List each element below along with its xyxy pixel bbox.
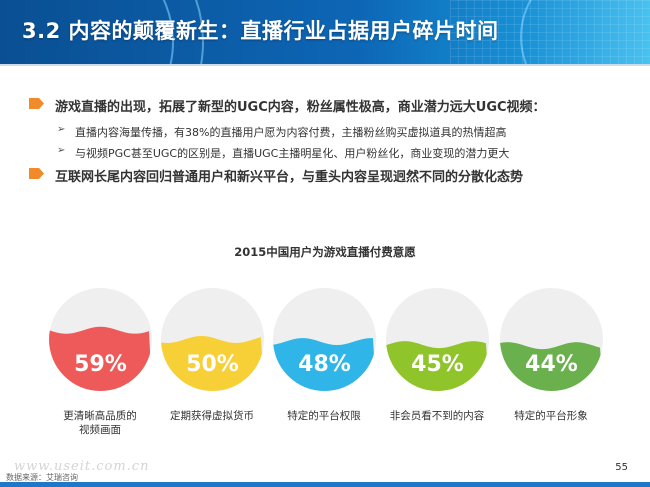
bullet-marker-icon [29, 168, 44, 179]
sub-bullet-text: 直播内容海量传播，有38%的直播用户愿为内容付费，主播粉丝购买虚拟道具的热情超高 [75, 126, 507, 139]
bubble-fill [273, 338, 376, 391]
sub-bullet-text: 与视频PGC甚至UGC的区别是，直播UGC主播明星化、用户粉丝化，商业变现的潜力… [75, 147, 510, 160]
bubble-bar: 44% [500, 288, 603, 391]
bubble-bar: 59% [49, 288, 152, 391]
header-banner: 3.2 内容的颠覆新生：直播行业占据用户碎片时间 [0, 0, 650, 64]
footer-bar [0, 482, 650, 487]
bubble-bar: 50% [161, 288, 264, 391]
value-label: 44% [525, 352, 578, 377]
bubble-fill [161, 336, 264, 391]
bubble-fill [386, 341, 489, 391]
bullet-text: 游戏直播的出现，拓展了新型的UGC内容，粉丝属性极高，商业潜力远大UGC视频： [55, 100, 546, 115]
chart-title: 2015中国用户为游戏直播付费意愿 [234, 245, 416, 259]
watermark: www.useit.com.cn [14, 459, 150, 474]
bubble-fill [49, 326, 152, 391]
bubble-fill [500, 342, 603, 391]
page-number: 55 [615, 462, 628, 473]
value-label: 45% [411, 352, 464, 377]
category-label: 非会员看不到的内容 [389, 410, 485, 422]
category-label: 更清晰高品质的 视频画面 [63, 410, 137, 436]
value-label: 59% [74, 352, 127, 377]
value-label: 50% [186, 352, 239, 377]
page-title: 3.2 内容的颠覆新生：直播行业占据用户碎片时间 [22, 19, 499, 43]
bubble-bar: 45% [386, 288, 489, 391]
data-source: 数据来源：艾瑞咨询 [6, 473, 78, 482]
category-label: 特定的平台形象 [514, 410, 588, 422]
header-divider [0, 64, 650, 66]
bullet-marker-icon [29, 98, 44, 109]
bubble-bar: 48% [273, 288, 376, 391]
category-label: 特定的平台权限 [287, 410, 361, 422]
value-label: 48% [298, 352, 351, 377]
bullet-text: 互联网长尾内容回归普通用户和新兴平台，与重头内容呈现迥然不同的分散化态势 [55, 170, 524, 185]
category-label: 定期获得虚拟货币 [170, 410, 254, 422]
arrow-icon: ➢ [57, 145, 66, 156]
arrow-icon: ➢ [57, 124, 66, 135]
